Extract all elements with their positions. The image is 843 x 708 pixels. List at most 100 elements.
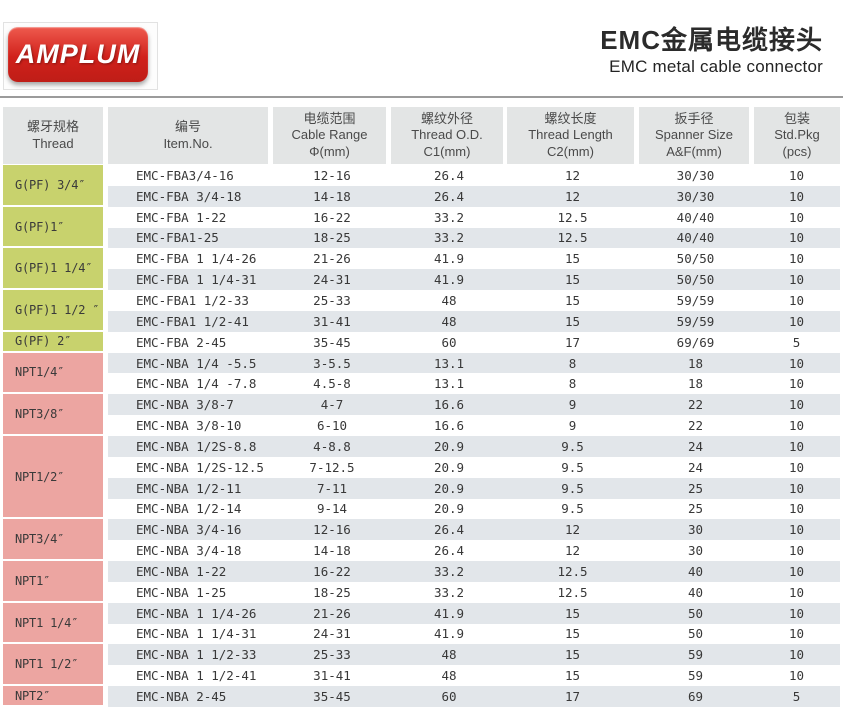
thread-length-cell: 9.5 (561, 459, 584, 475)
std-pkg-cell: 10 (788, 376, 805, 392)
col-header-thread: 螺牙规格 Thread (3, 107, 103, 164)
table-body: G(PF) 3/4″ G(PF)1″ G(PF)1 1/4″ G(PF)1 1/2 ″… (3, 165, 840, 707)
thread-od-cell: 26.4 (433, 167, 465, 183)
table-row: EMC-FBA1-25 18-25 33.2 12.5 40/40 10 (108, 227, 840, 249)
table-row: EMC-FBA 3/4-18 14-18 26.4 12 30/30 10 (108, 185, 840, 207)
cable-range-cell: 9-14 (316, 501, 348, 517)
thread-length-cell: 12 (564, 522, 581, 538)
spanner-size-cell: 40 (687, 584, 704, 600)
thread-group-cell: NPT1/2″ (3, 435, 103, 520)
item-no-cell: EMC-FBA1 1/2-41 (136, 313, 249, 329)
thread-group-cell: NPT3/4″ (3, 519, 103, 562)
cable-range-cell: 4-7 (320, 397, 344, 413)
table-row: EMC-NBA 3/8-7 4-7 16.6 9 22 10 (108, 394, 840, 416)
cable-range-cell: 24-31 (313, 272, 351, 288)
thread-od-cell: 20.9 (433, 501, 465, 517)
thread-group-cell: NPT3/8″ (3, 394, 103, 436)
std-pkg-cell: 10 (788, 230, 805, 246)
table-row: EMC-FBA 1-22 16-22 33.2 12.5 40/40 10 (108, 207, 840, 228)
spanner-size-cell: 50 (687, 626, 704, 642)
item-no-cell: EMC-NBA 1-25 (136, 584, 227, 600)
cable-range-cell: 25-33 (313, 292, 351, 308)
thread-length-cell: 8 (568, 355, 577, 371)
cable-range-cell: 7-11 (316, 480, 348, 496)
thread-length-cell: 15 (564, 292, 581, 308)
cable-range-cell: 4-8.8 (313, 438, 351, 454)
item-no-cell: EMC-FBA 3/4-18 (136, 188, 242, 204)
std-pkg-cell: 10 (788, 480, 805, 496)
table-row: EMC-FBA 1 1/4-31 24-31 41.9 15 50/50 10 (108, 269, 840, 291)
thread-length-cell: 12.5 (557, 563, 588, 579)
thread-od-cell: 48 (441, 292, 457, 308)
cable-range-cell: 16-22 (313, 563, 351, 579)
thread-length-cell: 12 (564, 543, 581, 559)
thread-length-cell: 9.5 (561, 438, 584, 454)
page-title-block: EMC金属电缆接头 EMC metal cable connector (600, 25, 823, 77)
std-pkg-cell: 10 (788, 167, 805, 183)
cable-range-cell: 4.5-8 (313, 376, 351, 392)
thread-od-cell: 41.9 (433, 272, 465, 288)
spanner-size-cell: 69 (687, 689, 704, 705)
brand-logo: AMPLUM (8, 27, 148, 82)
spanner-size-cell: 69/69 (676, 334, 715, 350)
spanner-size-cell: 30 (687, 543, 704, 559)
thread-od-cell: 48 (441, 668, 457, 684)
table-row: EMC-FBA1 1/2-41 31-41 48 15 59/59 10 (108, 310, 840, 332)
std-pkg-cell: 10 (788, 522, 805, 538)
spanner-size-cell: 18 (687, 355, 704, 371)
cable-range-cell: 16-22 (313, 209, 351, 225)
item-no-cell: EMC-FBA 1 1/4-31 (136, 272, 257, 288)
item-no-cell: EMC-NBA 1-22 (136, 563, 227, 579)
thread-length-cell: 15 (564, 251, 581, 267)
thread-group-cell: G(PF)1 1/2 ″ (3, 290, 103, 332)
cable-range-cell: 24-31 (313, 626, 351, 642)
thread-group-cell: G(PF)1 1/4″ (3, 248, 103, 291)
thread-od-cell: 33.2 (433, 584, 465, 600)
cable-range-cell: 18-25 (313, 230, 351, 246)
thread-od-cell: 20.9 (433, 459, 465, 475)
spanner-size-cell: 30/30 (676, 188, 715, 204)
thread-od-cell: 33.2 (433, 563, 465, 579)
cable-range-cell: 14-18 (313, 188, 351, 204)
spanner-size-cell: 18 (687, 376, 704, 392)
thread-length-cell: 9.5 (561, 480, 584, 496)
std-pkg-cell: 10 (788, 188, 805, 204)
cable-range-cell: 12-16 (313, 522, 351, 538)
std-pkg-cell: 5 (792, 689, 801, 705)
item-no-cell: EMC-NBA 1 1/2-33 (136, 647, 257, 663)
item-no-cell: EMC-NBA 1 1/4-31 (136, 626, 257, 642)
cable-range-cell: 6-10 (316, 418, 348, 434)
thread-od-cell: 13.1 (433, 376, 465, 392)
table-row: EMC-NBA 1/2S-8.8 4-8.8 20.9 9.5 24 10 (108, 435, 840, 457)
table-row: EMC-NBA 1/2S-12.5 7-12.5 20.9 9.5 24 10 (108, 457, 840, 478)
item-no-cell: EMC-NBA 1/4 -5.5 (136, 355, 257, 371)
thread-groups-column: G(PF) 3/4″ G(PF)1″ G(PF)1 1/4″ G(PF)1 1/2 ″… (3, 165, 103, 707)
top-banner: AMPLUM EMC金属电缆接头 EMC metal cable connect… (0, 0, 843, 98)
table-row: EMC-FBA 2-45 35-45 60 17 69/69 5 (108, 332, 840, 353)
cable-range-cell: 31-41 (313, 313, 351, 329)
std-pkg-cell: 10 (788, 563, 805, 579)
thread-length-cell: 15 (564, 605, 581, 621)
table-rows: EMC-FBA3/4-16 12-16 26.4 12 30/30 10 EMC-FBA 3… (108, 165, 840, 707)
item-no-cell: EMC-NBA 1/4 -7.8 (136, 376, 257, 392)
thread-length-cell: 9.5 (561, 501, 584, 517)
spanner-size-cell: 50/50 (676, 272, 715, 288)
spanner-size-cell: 59/59 (676, 313, 715, 329)
std-pkg-cell: 10 (788, 668, 805, 684)
table-row: EMC-NBA 1 1/2-33 25-33 48 15 59 10 (108, 644, 840, 666)
item-no-cell: EMC-NBA 3/8-10 (136, 418, 242, 434)
thread-group-cell: G(PF) 3/4″ (3, 165, 103, 207)
item-no-cell: EMC-FBA1 1/2-33 (136, 292, 249, 308)
cable-range-cell: 12-16 (313, 167, 351, 183)
thread-od-cell: 26.4 (433, 543, 465, 559)
cable-range-cell: 3-5.5 (313, 355, 351, 371)
std-pkg-cell: 10 (788, 605, 805, 621)
col-header-thread-length: 螺纹长度 Thread Length C2(mm) (507, 107, 634, 164)
col-header-std-pkg: 包装 Std.Pkg (pcs) (754, 107, 840, 164)
thread-length-cell: 15 (564, 313, 581, 329)
thread-length-cell: 15 (564, 272, 581, 288)
std-pkg-cell: 10 (788, 397, 805, 413)
table-row: EMC-NBA 1 1/4-26 21-26 41.9 15 50 10 (108, 602, 840, 624)
item-no-cell: EMC-NBA 1/2-14 (136, 501, 242, 517)
std-pkg-cell: 10 (788, 584, 805, 600)
